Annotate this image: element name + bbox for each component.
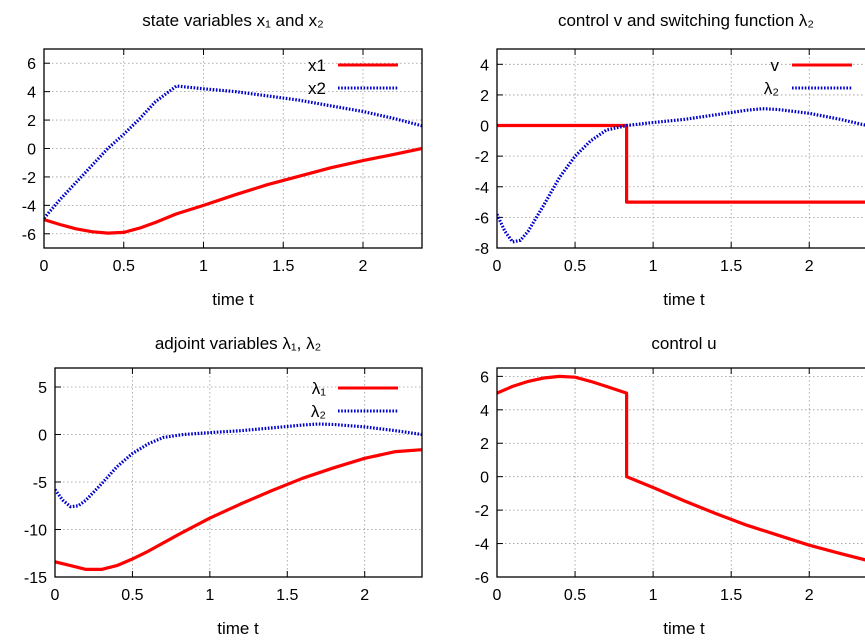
plot-frame xyxy=(496,367,865,578)
y-tick-label: -4 xyxy=(22,198,36,215)
x-tick-label: 1 xyxy=(205,587,214,604)
chart-title: state variables x₁ and x₂ xyxy=(142,11,323,30)
y-tick-label: 4 xyxy=(480,57,489,74)
y-tick-label: 2 xyxy=(27,113,36,130)
y-tick-label: 4 xyxy=(27,85,36,102)
series-line-2 xyxy=(55,422,422,509)
chart-title: control u xyxy=(651,334,716,353)
y-tick-label: -4 xyxy=(475,537,489,554)
x-tick-label: 1.5 xyxy=(720,587,742,604)
y-tick-label: -5 xyxy=(33,475,47,492)
legend: λ₁ λ₂ xyxy=(311,379,398,421)
y-tick-label: 4 xyxy=(480,403,489,420)
legend-label-lambda2: λ₂ xyxy=(311,402,326,421)
series-layer xyxy=(44,84,422,235)
series-line-1 xyxy=(497,374,865,562)
series-line-2 xyxy=(497,107,865,244)
y-tick-label: -6 xyxy=(22,227,36,244)
x-tick-label: 2 xyxy=(360,587,369,604)
x-tick-label: 0.5 xyxy=(121,587,143,604)
y-tick-label: -2 xyxy=(22,170,36,187)
x-axis-label: time t xyxy=(663,619,705,638)
y-tick-label: 6 xyxy=(480,369,489,386)
y-tick-label: -8 xyxy=(475,241,489,258)
x-tick-label: 0.5 xyxy=(564,258,586,275)
plot-frame xyxy=(43,48,423,249)
x-tick-label: 1 xyxy=(649,587,658,604)
x-axis-label: time t xyxy=(212,290,254,309)
series-line-1 xyxy=(55,448,422,572)
x-tick-label: 0 xyxy=(51,587,60,604)
plot-frame xyxy=(54,367,423,578)
ticks: 0 0.5 1 1.5 2 -6 -4 -2 0 2 4 6 xyxy=(22,49,368,275)
ticks: 0 0.5 1 1.5 2 -15 -10 -5 0 5 xyxy=(24,368,369,604)
plot-frame xyxy=(496,48,865,249)
x-tick-label: 1.5 xyxy=(276,587,298,604)
x-tick-label: 2 xyxy=(359,258,368,275)
chart-panel-state-variables: state variables x₁ and x₂ 0 0.5 1 1.5 2 -6 -4 -… xyxy=(22,11,423,309)
y-tick-label: -2 xyxy=(475,503,489,520)
chart-title: control v and switching function λ₂ xyxy=(558,11,814,30)
x-tick-label: 1 xyxy=(199,258,208,275)
y-tick-label: 0 xyxy=(480,119,489,136)
y-tick-label: -6 xyxy=(475,210,489,227)
x-tick-label: 0 xyxy=(40,258,49,275)
grid xyxy=(496,49,865,249)
chart-panel-control-v: control v and switching function λ₂ 0 0.5… xyxy=(475,11,865,309)
y-tick-label: 5 xyxy=(38,380,47,397)
legend-label-lambda1: λ₁ xyxy=(312,379,327,398)
y-tick-label: -4 xyxy=(475,180,489,197)
grid xyxy=(43,49,422,248)
legend: v λ₂ xyxy=(764,56,852,98)
legend: x1 x2 xyxy=(308,56,398,98)
y-tick-label: 0 xyxy=(27,142,36,159)
chart-title: adjoint variables λ₁, λ₂ xyxy=(155,334,321,353)
y-tick-label: 2 xyxy=(480,436,489,453)
y-tick-label: -2 xyxy=(475,149,489,166)
x-tick-label: 0.5 xyxy=(564,587,586,604)
y-tick-label: 6 xyxy=(27,56,36,73)
x-tick-label: 1 xyxy=(649,258,658,275)
x-axis-label: time t xyxy=(663,290,705,309)
series-line-1 xyxy=(44,146,422,235)
legend-label-v: v xyxy=(771,56,780,75)
series-layer xyxy=(55,422,422,572)
x-tick-label: 0 xyxy=(493,258,502,275)
legend-label-lambda2: λ₂ xyxy=(764,79,779,98)
ticks: 0 0.5 1 1.5 2 -6 -4 -2 0 2 4 6 xyxy=(475,368,814,604)
legend-label-x2: x2 xyxy=(308,79,326,98)
series-layer xyxy=(497,107,865,244)
series-layer xyxy=(497,374,865,562)
y-tick-label: -6 xyxy=(475,570,489,587)
x-tick-label: 0 xyxy=(493,587,502,604)
y-tick-label: 0 xyxy=(480,470,489,487)
x-tick-label: 1.5 xyxy=(272,258,294,275)
y-tick-label: 0 xyxy=(38,428,47,445)
y-tick-label: 2 xyxy=(480,88,489,105)
chart-panel-control-u: control u 0 0.5 1 1.5 2 -6 -4 -2 0 2 4 6 time t xyxy=(475,334,865,638)
x-tick-label: 2 xyxy=(805,587,814,604)
ticks: 0 0.5 1 1.5 2 -8 -6 -4 -2 0 2 4 xyxy=(475,49,814,275)
y-tick-label: -15 xyxy=(24,570,47,587)
series-line-1 xyxy=(497,123,865,204)
legend-label-x1: x1 xyxy=(308,56,326,75)
x-tick-label: 2 xyxy=(805,258,814,275)
x-tick-label: 0.5 xyxy=(113,258,135,275)
chart-panel-adjoint-variables: adjoint variables λ₁, λ₂ 0 0.5 1 1.5 2 -15 -10… xyxy=(24,334,423,638)
series-line-2 xyxy=(44,84,422,220)
y-tick-label: -10 xyxy=(24,523,47,540)
x-tick-label: 1.5 xyxy=(720,258,742,275)
x-axis-label: time t xyxy=(217,619,259,638)
